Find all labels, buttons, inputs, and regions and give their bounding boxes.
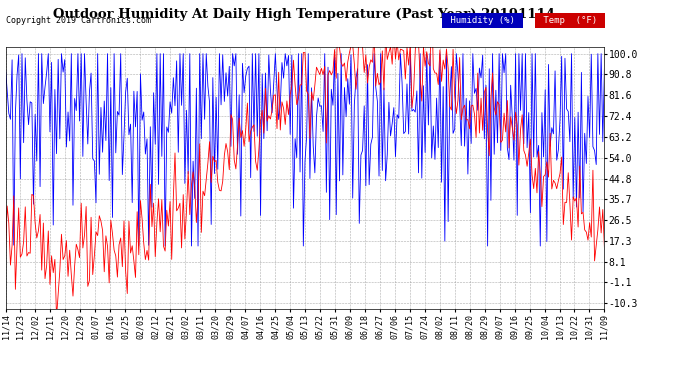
Text: Copyright 2019 Cartronics.com: Copyright 2019 Cartronics.com (6, 16, 150, 25)
Text: Humidity (%): Humidity (%) (445, 16, 520, 25)
Text: Temp  (°F): Temp (°F) (538, 16, 602, 25)
Text: Outdoor Humidity At Daily High Temperature (Past Year) 20191114: Outdoor Humidity At Daily High Temperatu… (52, 8, 555, 21)
